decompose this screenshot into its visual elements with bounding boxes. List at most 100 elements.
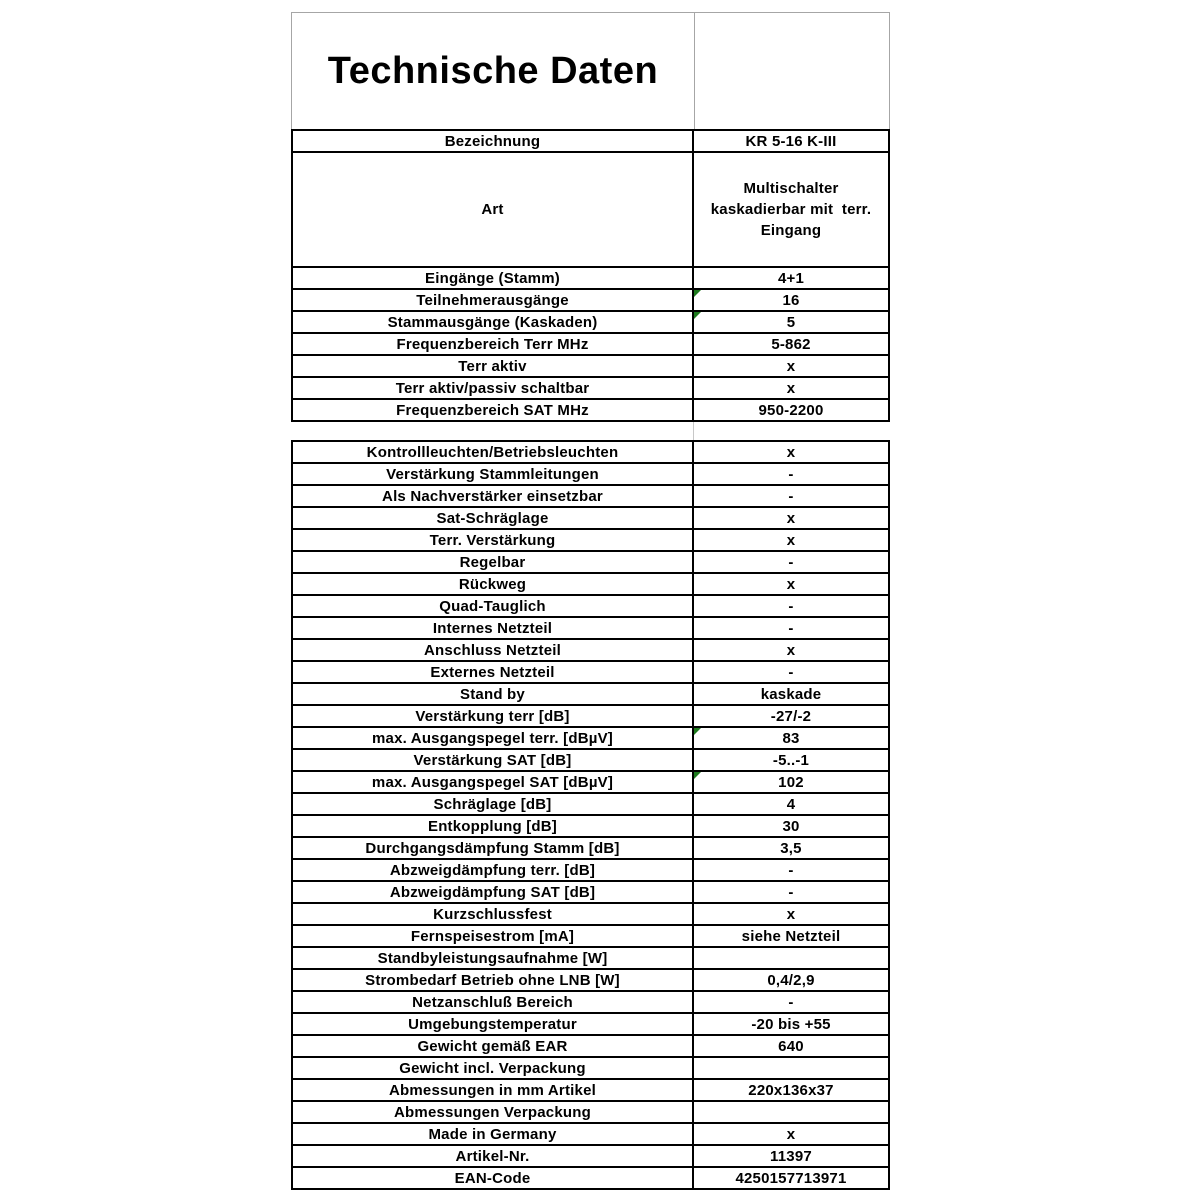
table-row: max. Ausgangspegel SAT [dBµV] 102	[293, 770, 888, 792]
row-label: Internes Netzteil	[293, 618, 694, 638]
row-value: -	[694, 486, 888, 506]
row-label: Terr. Verstärkung	[293, 530, 694, 550]
row-value-text: -5..-1	[772, 751, 810, 769]
table-row: Verstärkung Stammleitungen -	[293, 462, 888, 484]
row-label: Als Nachverstärker einsetzbar	[293, 486, 694, 506]
excel-flag-icon	[694, 290, 701, 297]
table-row: Externes Netzteil -	[293, 660, 888, 682]
table-row: Terr aktiv x	[293, 354, 888, 376]
row-label: Eingänge (Stamm)	[293, 268, 694, 288]
row-label: Durchgangsdämpfung Stamm [dB]	[293, 838, 694, 858]
row-label: Stand by	[293, 684, 694, 704]
row-label: max. Ausgangspegel SAT [dBµV]	[293, 772, 694, 792]
spec-table-section-1: Bezeichnung KR 5-16 K-III Art Multischalter…	[291, 129, 890, 422]
technical-data-table: Technische Daten Bezeichnung KR 5-16 K-II…	[291, 12, 890, 1190]
row-value-text: 640	[778, 1037, 804, 1055]
table-row: Frequenzbereich SAT MHz 950-2200	[293, 398, 888, 420]
row-value-text: 16	[782, 291, 800, 309]
table-row: Kurzschlussfest x	[293, 902, 888, 924]
row-label: Standbyleistungsaufnahme [W]	[293, 948, 694, 968]
row-value: 5	[694, 312, 888, 332]
row-label: Frequenzbereich SAT MHz	[293, 400, 694, 420]
row-label: Abzweigdämpfung SAT [dB]	[293, 882, 694, 902]
row-label: Anschluss Netzteil	[293, 640, 694, 660]
row-value-text: -	[788, 663, 794, 681]
row-label: Kontrollleuchten/Betriebsleuchten	[293, 442, 694, 462]
row-value-text: -	[788, 553, 794, 571]
row-value: 102	[694, 772, 888, 792]
row-label: max. Ausgangspegel terr. [dBµV]	[293, 728, 694, 748]
row-label: Art	[293, 153, 694, 266]
row-value-text: 102	[778, 773, 804, 791]
row-value: 640	[694, 1036, 888, 1056]
table-row: Artikel-Nr. 11397	[293, 1144, 888, 1166]
table-row: Standbyleistungsaufnahme [W]	[293, 946, 888, 968]
section-gap-gridline	[291, 422, 694, 440]
table-row: Made in Germany x	[293, 1122, 888, 1144]
row-value: 4+1	[694, 268, 888, 288]
row-value: x	[694, 904, 888, 924]
row-value: 30	[694, 816, 888, 836]
row-value	[694, 948, 888, 968]
row-value: -	[694, 992, 888, 1012]
table-row: Als Nachverstärker einsetzbar -	[293, 484, 888, 506]
row-value-text: x	[786, 357, 796, 375]
row-value-text: 4250157713971	[735, 1169, 847, 1187]
row-value: 4250157713971	[694, 1168, 888, 1188]
row-value-text: x	[786, 379, 796, 397]
row-value-text: -	[788, 465, 794, 483]
row-value-text: 4	[786, 795, 796, 813]
table-row: EAN-Code 4250157713971	[293, 1166, 888, 1188]
row-label: Schräglage [dB]	[293, 794, 694, 814]
row-value-text: KR 5-16 K-III	[745, 132, 837, 150]
table-row: Rückweg x	[293, 572, 888, 594]
row-value: kaskade	[694, 684, 888, 704]
row-value: x	[694, 640, 888, 660]
row-label: Verstärkung terr [dB]	[293, 706, 694, 726]
row-value-text: -27/-2	[770, 707, 812, 725]
table-row: Netzanschluß Bereich -	[293, 990, 888, 1012]
row-value: -	[694, 618, 888, 638]
row-value: 16	[694, 290, 888, 310]
row-label: Rückweg	[293, 574, 694, 594]
row-value-text: x	[786, 443, 796, 461]
row-value-text: 220x136x37	[748, 1081, 834, 1099]
row-value-text: 83	[782, 729, 800, 747]
row-value-text: 11397	[770, 1147, 812, 1165]
row-value: -	[694, 552, 888, 572]
row-label: Verstärkung SAT [dB]	[293, 750, 694, 770]
row-value-text: -	[788, 597, 794, 615]
row-value-text: -	[788, 883, 794, 901]
table-row: max. Ausgangspegel terr. [dBµV] 83	[293, 726, 888, 748]
row-value: Multischalter kaskadierbar mit terr. Ein…	[694, 153, 888, 266]
table-row: Anschluss Netzteil x	[293, 638, 888, 660]
row-label: Fernspeisestrom [mA]	[293, 926, 694, 946]
excel-flag-icon	[694, 312, 701, 319]
row-value-text: -20 bis +55	[751, 1015, 831, 1033]
row-label: Abzweigdämpfung terr. [dB]	[293, 860, 694, 880]
row-value: -27/-2	[694, 706, 888, 726]
row-label: Gewicht incl. Verpackung	[293, 1058, 694, 1078]
row-value-text: 950-2200	[758, 401, 824, 419]
excel-flag-icon	[694, 772, 701, 779]
row-value: siehe Netzteil	[694, 926, 888, 946]
table-row: Gewicht incl. Verpackung	[293, 1056, 888, 1078]
row-value-text: kaskade	[760, 685, 822, 703]
row-value: x	[694, 442, 888, 462]
row-value: KR 5-16 K-III	[694, 131, 888, 151]
row-value-text: 30	[782, 817, 800, 835]
row-value-text: 0,4/2,9	[767, 971, 815, 989]
row-label: Quad-Tauglich	[293, 596, 694, 616]
table-row: Stand by kaskade	[293, 682, 888, 704]
row-value-text: siehe Netzteil	[741, 927, 841, 945]
row-value: 950-2200	[694, 400, 888, 420]
row-value: 5-862	[694, 334, 888, 354]
row-label: Terr aktiv	[293, 356, 694, 376]
table-row: Schräglage [dB] 4	[293, 792, 888, 814]
row-value: x	[694, 508, 888, 528]
table-row: Bezeichnung KR 5-16 K-III	[293, 131, 888, 151]
row-value-text: x	[786, 1125, 796, 1143]
table-row: Gewicht gemäß EAR 640	[293, 1034, 888, 1056]
row-value	[694, 1102, 888, 1122]
row-value: -20 bis +55	[694, 1014, 888, 1034]
